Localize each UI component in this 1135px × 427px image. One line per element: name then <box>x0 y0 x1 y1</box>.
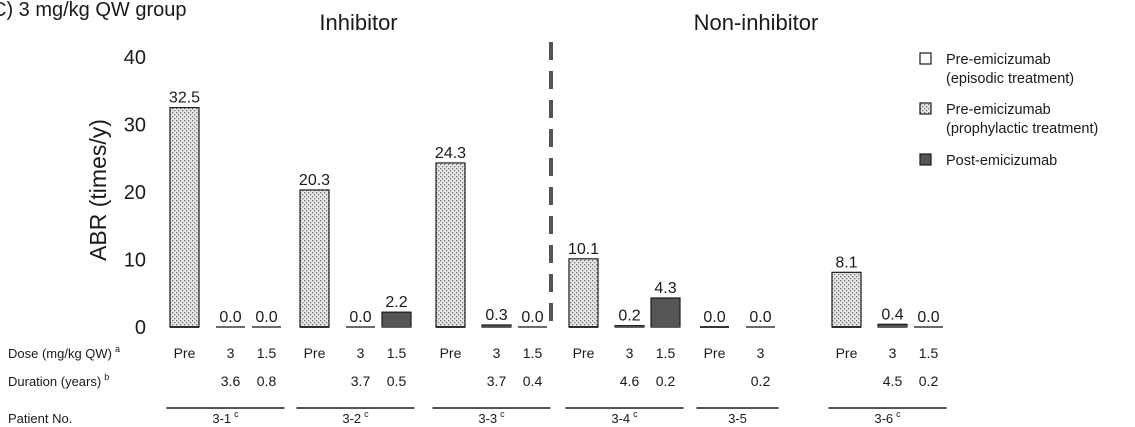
duration-cell: 3.7 <box>351 373 371 389</box>
bar-value-label: 4.3 <box>654 280 676 297</box>
bar <box>568 258 599 328</box>
row-label-dose: Dose (mg/kg QW) a <box>8 344 120 361</box>
patient-label: 3-6 c <box>874 409 901 426</box>
legend-label: (prophylactic treatment) <box>946 121 1098 137</box>
legend-label: Pre-emicizumab <box>946 52 1051 68</box>
bar <box>435 162 466 328</box>
dose-cell: Pre <box>440 345 462 361</box>
dose-cell: 3 <box>493 345 501 361</box>
bar-value-label: 0.2 <box>618 308 640 325</box>
duration-cell: 3.6 <box>221 373 241 389</box>
patient-label-superscript: c <box>234 409 239 419</box>
bar <box>169 107 200 328</box>
bar-value-label: 0.0 <box>349 309 371 326</box>
bar-value-label: 0.0 <box>219 309 241 326</box>
legend-swatch <box>919 153 932 166</box>
duration-cell: 0.2 <box>656 373 676 389</box>
bar-value-label: 0.0 <box>749 309 771 326</box>
bar-value-label: 0.0 <box>917 309 939 326</box>
legend-swatch <box>919 52 932 65</box>
duration-cell: 0.2 <box>751 373 771 389</box>
patient-label-text: 3-3 <box>478 411 497 426</box>
legend-swatch <box>919 102 932 115</box>
patient-label-text: 3-2 <box>342 411 361 426</box>
row-label-dose-text: Dose (mg/kg QW) <box>8 346 112 361</box>
dose-cell: 3 <box>889 345 897 361</box>
patient-label-superscript: c <box>500 409 505 419</box>
row-label-duration-superscript: b <box>104 372 109 382</box>
duration-cell: 4.5 <box>883 373 903 389</box>
bar-value-label: 20.3 <box>299 172 330 189</box>
row-label-dose-superscript: a <box>115 344 120 354</box>
panel-title: C) 3 mg/kg QW group <box>0 0 187 21</box>
duration-cell: 0.2 <box>919 373 939 389</box>
patient-label: 3-3 c <box>478 409 505 426</box>
dose-cell: 1.5 <box>656 345 676 361</box>
y-tick-label: 40 <box>124 47 146 69</box>
patient-label: 3-2 c <box>342 409 369 426</box>
bar-value-label: 10.1 <box>568 241 599 258</box>
y-tick-label: 20 <box>124 182 146 204</box>
dose-cell: 3 <box>757 345 765 361</box>
dose-cell: Pre <box>304 345 326 361</box>
patient-label: 3-1 c <box>212 409 239 426</box>
group-title: Non-inhibitor <box>694 10 819 35</box>
y-axis-label: ABR (times/y) <box>85 119 111 261</box>
patient-label-superscript: c <box>896 409 901 419</box>
bar-value-label: 0.0 <box>521 309 543 326</box>
row-label-duration-text: Duration (years) <box>8 374 101 389</box>
bar <box>299 189 330 328</box>
row-label-duration: Duration (years) b <box>8 372 109 389</box>
legend-label: (episodic treatment) <box>946 71 1074 87</box>
patient-label: 3-5 <box>728 411 747 426</box>
legend-label: Pre-emicizumab <box>946 102 1051 118</box>
bar-value-label: 0.4 <box>881 306 903 323</box>
bar-value-label: 0.0 <box>255 309 277 326</box>
bar-value-label: 0.3 <box>485 307 507 324</box>
dose-cell: 3 <box>227 345 235 361</box>
row-label-patient-text: Patient No. <box>8 411 72 426</box>
bar <box>381 311 412 328</box>
dose-cell: 1.5 <box>919 345 939 361</box>
dose-cell: 1.5 <box>257 345 277 361</box>
bar-value-label: 2.2 <box>385 294 407 311</box>
dose-cell: Pre <box>704 345 726 361</box>
y-tick-label: 30 <box>124 115 146 137</box>
dose-cell: Pre <box>174 345 196 361</box>
y-tick-label: 0 <box>135 317 146 339</box>
dose-cell: Pre <box>836 345 858 361</box>
patient-label: 3-4 c <box>611 409 638 426</box>
patient-label-text: 3-6 <box>874 411 893 426</box>
dose-cell: Pre <box>573 345 595 361</box>
duration-cell: 0.5 <box>387 373 407 389</box>
patient-label-text: 3-4 <box>611 411 630 426</box>
y-tick-label: 10 <box>124 250 146 272</box>
bar-value-label: 32.5 <box>169 90 200 107</box>
group-title: Inhibitor <box>319 10 397 35</box>
bar <box>831 271 862 328</box>
patient-label-text: 3-1 <box>212 411 231 426</box>
bar-value-label: 24.3 <box>435 145 466 162</box>
bar-value-label: 0.0 <box>703 309 725 326</box>
bar-value-label: 8.1 <box>835 254 857 271</box>
dose-cell: 1.5 <box>523 345 543 361</box>
patient-label-text: 3-5 <box>728 411 747 426</box>
patient-label-superscript: c <box>364 409 369 419</box>
duration-cell: 0.4 <box>523 373 543 389</box>
dose-cell: 3 <box>357 345 365 361</box>
bar <box>650 297 681 328</box>
patient-label-superscript: c <box>633 409 638 419</box>
dose-cell: 3 <box>626 345 634 361</box>
duration-cell: 4.6 <box>620 373 640 389</box>
duration-cell: 0.8 <box>257 373 277 389</box>
legend-label: Post-emicizumab <box>946 153 1057 169</box>
duration-cell: 3.7 <box>487 373 507 389</box>
row-label-patient: Patient No. <box>8 411 72 426</box>
dose-cell: 1.5 <box>387 345 407 361</box>
